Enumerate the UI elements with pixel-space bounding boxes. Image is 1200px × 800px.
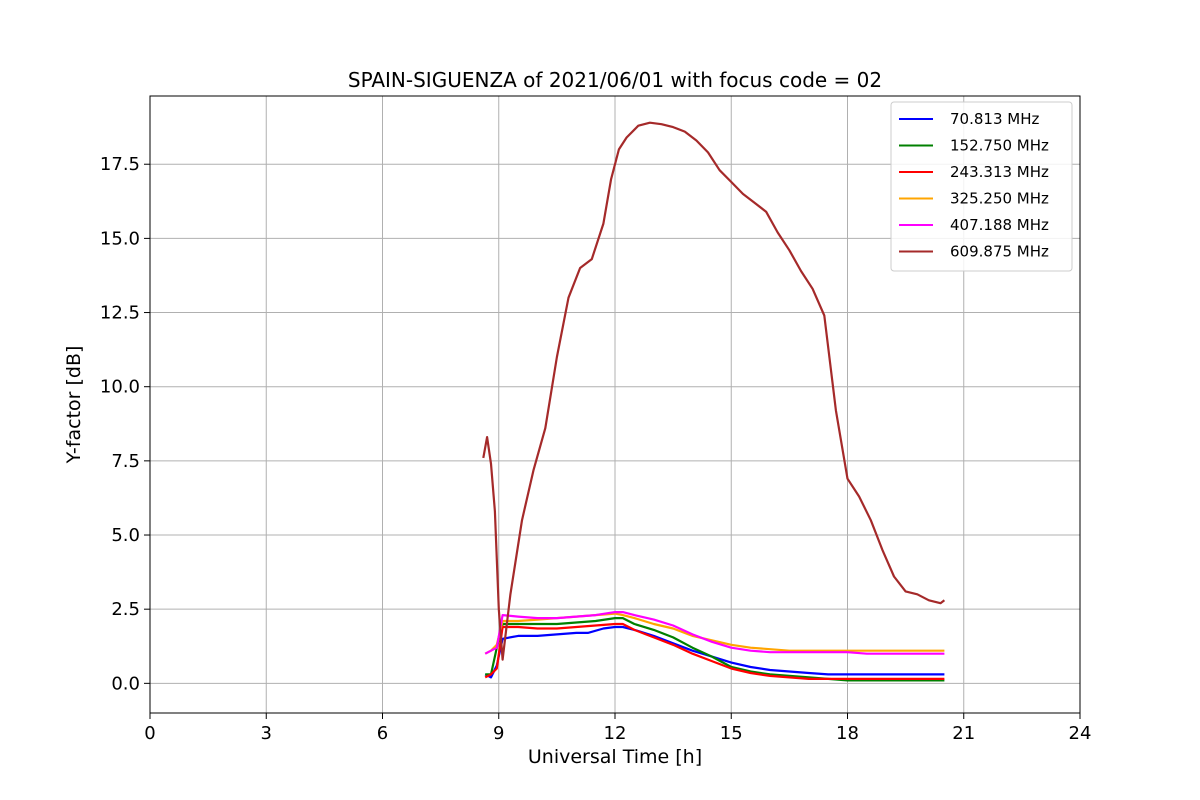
chart-title: SPAIN-SIGUENZA of 2021/06/01 with focus … [348,68,882,92]
y-tick-label: 5.0 [111,525,140,546]
legend-label: 70.813 MHz [950,110,1039,128]
legend-label: 152.750 MHz [950,137,1049,155]
legend-box [890,101,1073,272]
x-tick-label: 9 [493,723,504,744]
series-line-152-750-mhz [485,616,945,682]
x-tick-label: 0 [144,723,155,744]
legend-label: 609.875 MHz [950,243,1049,261]
series-line-609-875-mhz [482,121,946,661]
y-tick-label: 15.0 [100,228,140,249]
y-tick-label: 0.0 [111,673,140,694]
series-line-243-313-mhz [484,622,945,681]
y-tick-label: 7.5 [111,451,140,472]
legend-label: 325.250 MHz [950,190,1049,208]
x-tick-label: 18 [836,723,859,744]
y-axis-label: Y-factor [dB] [63,346,85,465]
series-line-70-813-mhz [484,625,945,679]
x-tick-label: 6 [377,723,388,744]
x-tick-label: 12 [604,723,627,744]
y-tick-label: 2.5 [111,599,140,620]
x-tick-label: 24 [1069,723,1092,744]
y-tick-label: 10.0 [100,377,140,398]
x-axis-label: Universal Time [h] [528,746,702,768]
x-tick-label: 3 [261,723,272,744]
series-line-325-250-mhz [484,612,945,655]
legend: 70.813 MHz 152.750 MHz 243.313 MHz 325.250 … [890,101,1073,272]
series-line-407-188-mhz [484,610,945,655]
y-tick-label: 12.5 [100,303,140,324]
y-tick-label: 17.5 [100,154,140,175]
x-tick-label: 15 [720,723,743,744]
legend-label: 407.188 MHz [950,216,1049,234]
x-tick-label: 21 [952,723,975,744]
series-layer [482,121,946,682]
axis-ticks: 0 3 6 9 12 15 18 21 24 0.0 2.5 5.0 7.5 10.0 12.5 15.0 17… [100,154,1092,744]
legend-label: 243.313 MHz [950,163,1049,181]
